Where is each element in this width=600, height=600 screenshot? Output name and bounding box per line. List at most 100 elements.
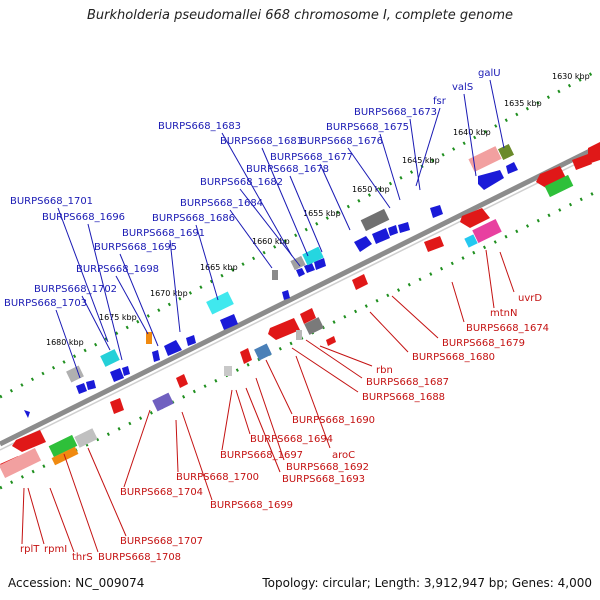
gene-arrow-forward[interactable] [478, 170, 504, 190]
gene-arrow-forward[interactable] [372, 228, 390, 244]
gene-arrow-forward[interactable] [388, 225, 398, 236]
gene-arrow-forward[interactable] [398, 222, 410, 233]
reverse-leader-line [255, 377, 285, 461]
forward-gene-label[interactable]: BURPS668_1684 [180, 198, 263, 209]
forward-gene-label[interactable]: BURPS668_1696 [42, 212, 125, 223]
forward-gene-label[interactable]: galU [478, 68, 501, 79]
gene-box-cyan[interactable] [206, 291, 234, 315]
reverse-gene-label[interactable]: thrS [72, 552, 93, 563]
gene-box-green[interactable] [48, 434, 78, 458]
gene-arrow-reverse[interactable] [110, 398, 124, 414]
reverse-gene-label[interactable]: BURPS668_1687 [366, 377, 449, 388]
gene-arrow-forward[interactable] [76, 383, 87, 394]
gene-arrow-forward[interactable] [152, 350, 160, 362]
reverse-gene-label[interactable]: BURPS668_1679 [442, 338, 525, 349]
gene-box-pink[interactable] [472, 219, 502, 243]
gene-arrow-reverse[interactable] [326, 336, 336, 346]
reverse-gene-label[interactable]: BURPS668_1694 [250, 434, 333, 445]
gene-box-grey[interactable] [66, 365, 84, 383]
reverse-gene-label[interactable]: BURPS668_1697 [220, 450, 303, 461]
gene-arrow-forward[interactable] [110, 368, 124, 382]
reverse-leader-line [305, 339, 363, 379]
gene-box-green[interactable] [544, 174, 574, 198]
gene-arrow-forward[interactable] [296, 268, 305, 277]
gene-arrow-forward[interactable] [24, 410, 30, 418]
forward-leader-line [489, 79, 505, 149]
reverse-gene-label[interactable]: BURPS668_1674 [466, 323, 549, 334]
gene-arrow-reverse[interactable] [352, 274, 368, 290]
forward-leader-line [115, 275, 149, 335]
gene-box-olive[interactable] [497, 143, 515, 161]
forward-gene-label[interactable]: BURPS668_1673 [354, 107, 437, 118]
forward-gene-label[interactable]: BURPS668_1698 [76, 264, 159, 275]
gene-box-grey[interactable] [272, 270, 278, 280]
reverse-gene-label[interactable]: mtnN [490, 308, 517, 319]
reverse-gene-label[interactable]: rpmI [44, 544, 67, 555]
gene-arrow-forward[interactable] [186, 335, 196, 346]
forward-gene-label[interactable]: BURPS668_1702 [34, 284, 117, 295]
reverse-gene-label[interactable]: rplT [20, 544, 40, 555]
gene-arrow-forward[interactable] [430, 205, 443, 218]
reverse-gene-label[interactable]: BURPS668_1680 [412, 352, 495, 363]
gene-arrow-reverse[interactable] [536, 166, 566, 188]
gene-box-cyan[interactable] [464, 234, 478, 248]
gene-arrow-reverse[interactable] [12, 430, 46, 452]
forward-gene-label[interactable]: BURPS668_1681 [220, 136, 303, 147]
gene-box-steel[interactable] [254, 343, 272, 361]
reverse-gene-label[interactable]: BURPS668_1690 [292, 415, 375, 426]
forward-gene-label[interactable]: BURPS668_1675 [326, 122, 409, 133]
forward-gene-label[interactable]: BURPS668_1703 [4, 298, 87, 309]
gene-box-purple[interactable] [152, 392, 174, 412]
forward-gene-label[interactable]: BURPS668_1686 [152, 213, 235, 224]
forward-gene-label[interactable]: BURPS668_1701 [10, 196, 93, 207]
gene-arrow-reverse[interactable] [300, 308, 316, 324]
gene-box-cyan[interactable] [302, 246, 324, 266]
gene-arrow-reverse[interactable] [572, 154, 592, 170]
gene-box-grey[interactable] [224, 366, 232, 376]
gene-arrow-forward[interactable] [86, 380, 96, 390]
reverse-gene-label[interactable]: BURPS668_1688 [362, 392, 445, 403]
forward-gene-labels: BURPS668_1701 BURPS668_1696 BURPS668_1695 B… [4, 68, 505, 379]
reverse-gene-label[interactable]: BURPS668_1708 [98, 552, 181, 563]
reverse-gene-label[interactable]: BURPS668_1704 [120, 487, 203, 498]
forward-gene-label[interactable]: BURPS668_1678 [246, 164, 329, 175]
reverse-gene-label[interactable]: BURPS668_1699 [210, 500, 293, 511]
forward-gene-label[interactable]: BURPS668_1691 [122, 228, 205, 239]
gene-arrow-reverse[interactable] [588, 142, 600, 164]
reverse-gene-label[interactable]: BURPS668_1693 [282, 474, 365, 485]
gene-arrow-forward[interactable] [304, 263, 315, 273]
gene-box-grey[interactable] [74, 428, 98, 448]
gene-box-pink[interactable] [468, 146, 502, 172]
forward-gene-label[interactable]: BURPS668_1676 [300, 136, 383, 147]
gene-box-orange[interactable] [146, 332, 152, 344]
gene-arrow-forward[interactable] [122, 366, 130, 376]
forward-gene-label[interactable]: BURPS668_1683 [158, 121, 241, 132]
gene-arrow-forward[interactable] [282, 290, 290, 300]
forward-gene-label[interactable]: BURPS668_1682 [200, 177, 283, 188]
gene-box-pink[interactable] [0, 447, 42, 479]
forward-gene-label[interactable]: fsr [433, 96, 447, 107]
forward-gene-label[interactable]: BURPS668_1695 [94, 242, 177, 253]
gene-box-grey[interactable] [296, 330, 302, 340]
gene-arrow-forward[interactable] [164, 340, 182, 356]
gene-box-grey[interactable] [304, 317, 324, 335]
gene-arrow-reverse[interactable] [424, 236, 444, 252]
reverse-gene-label[interactable]: BURPS668_1692 [286, 462, 369, 473]
gene-arrow-forward[interactable] [220, 314, 238, 330]
gene-arrow-reverse[interactable] [268, 318, 300, 340]
forward-gene-label[interactable]: BURPS668_1677 [270, 152, 353, 163]
gene-arrow-reverse[interactable] [176, 374, 188, 388]
gene-arrow-forward[interactable] [314, 258, 326, 270]
gene-box-cyan[interactable] [100, 349, 120, 367]
gene-arrow-reverse[interactable] [240, 348, 252, 364]
reverse-gene-label[interactable]: aroC [332, 450, 355, 461]
reverse-gene-label[interactable]: BURPS668_1707 [120, 536, 203, 547]
gene-arrow-forward[interactable] [506, 162, 518, 174]
reverse-gene-label[interactable]: BURPS668_1700 [176, 472, 259, 483]
reverse-gene-label[interactable]: uvrD [518, 293, 542, 304]
gene-arrow-forward[interactable] [354, 236, 372, 252]
gene-box-grey[interactable] [360, 208, 390, 232]
gene-arrow-reverse[interactable] [460, 208, 490, 228]
reverse-gene-label[interactable]: rbn [376, 365, 393, 376]
forward-gene-label[interactable]: valS [452, 82, 473, 93]
